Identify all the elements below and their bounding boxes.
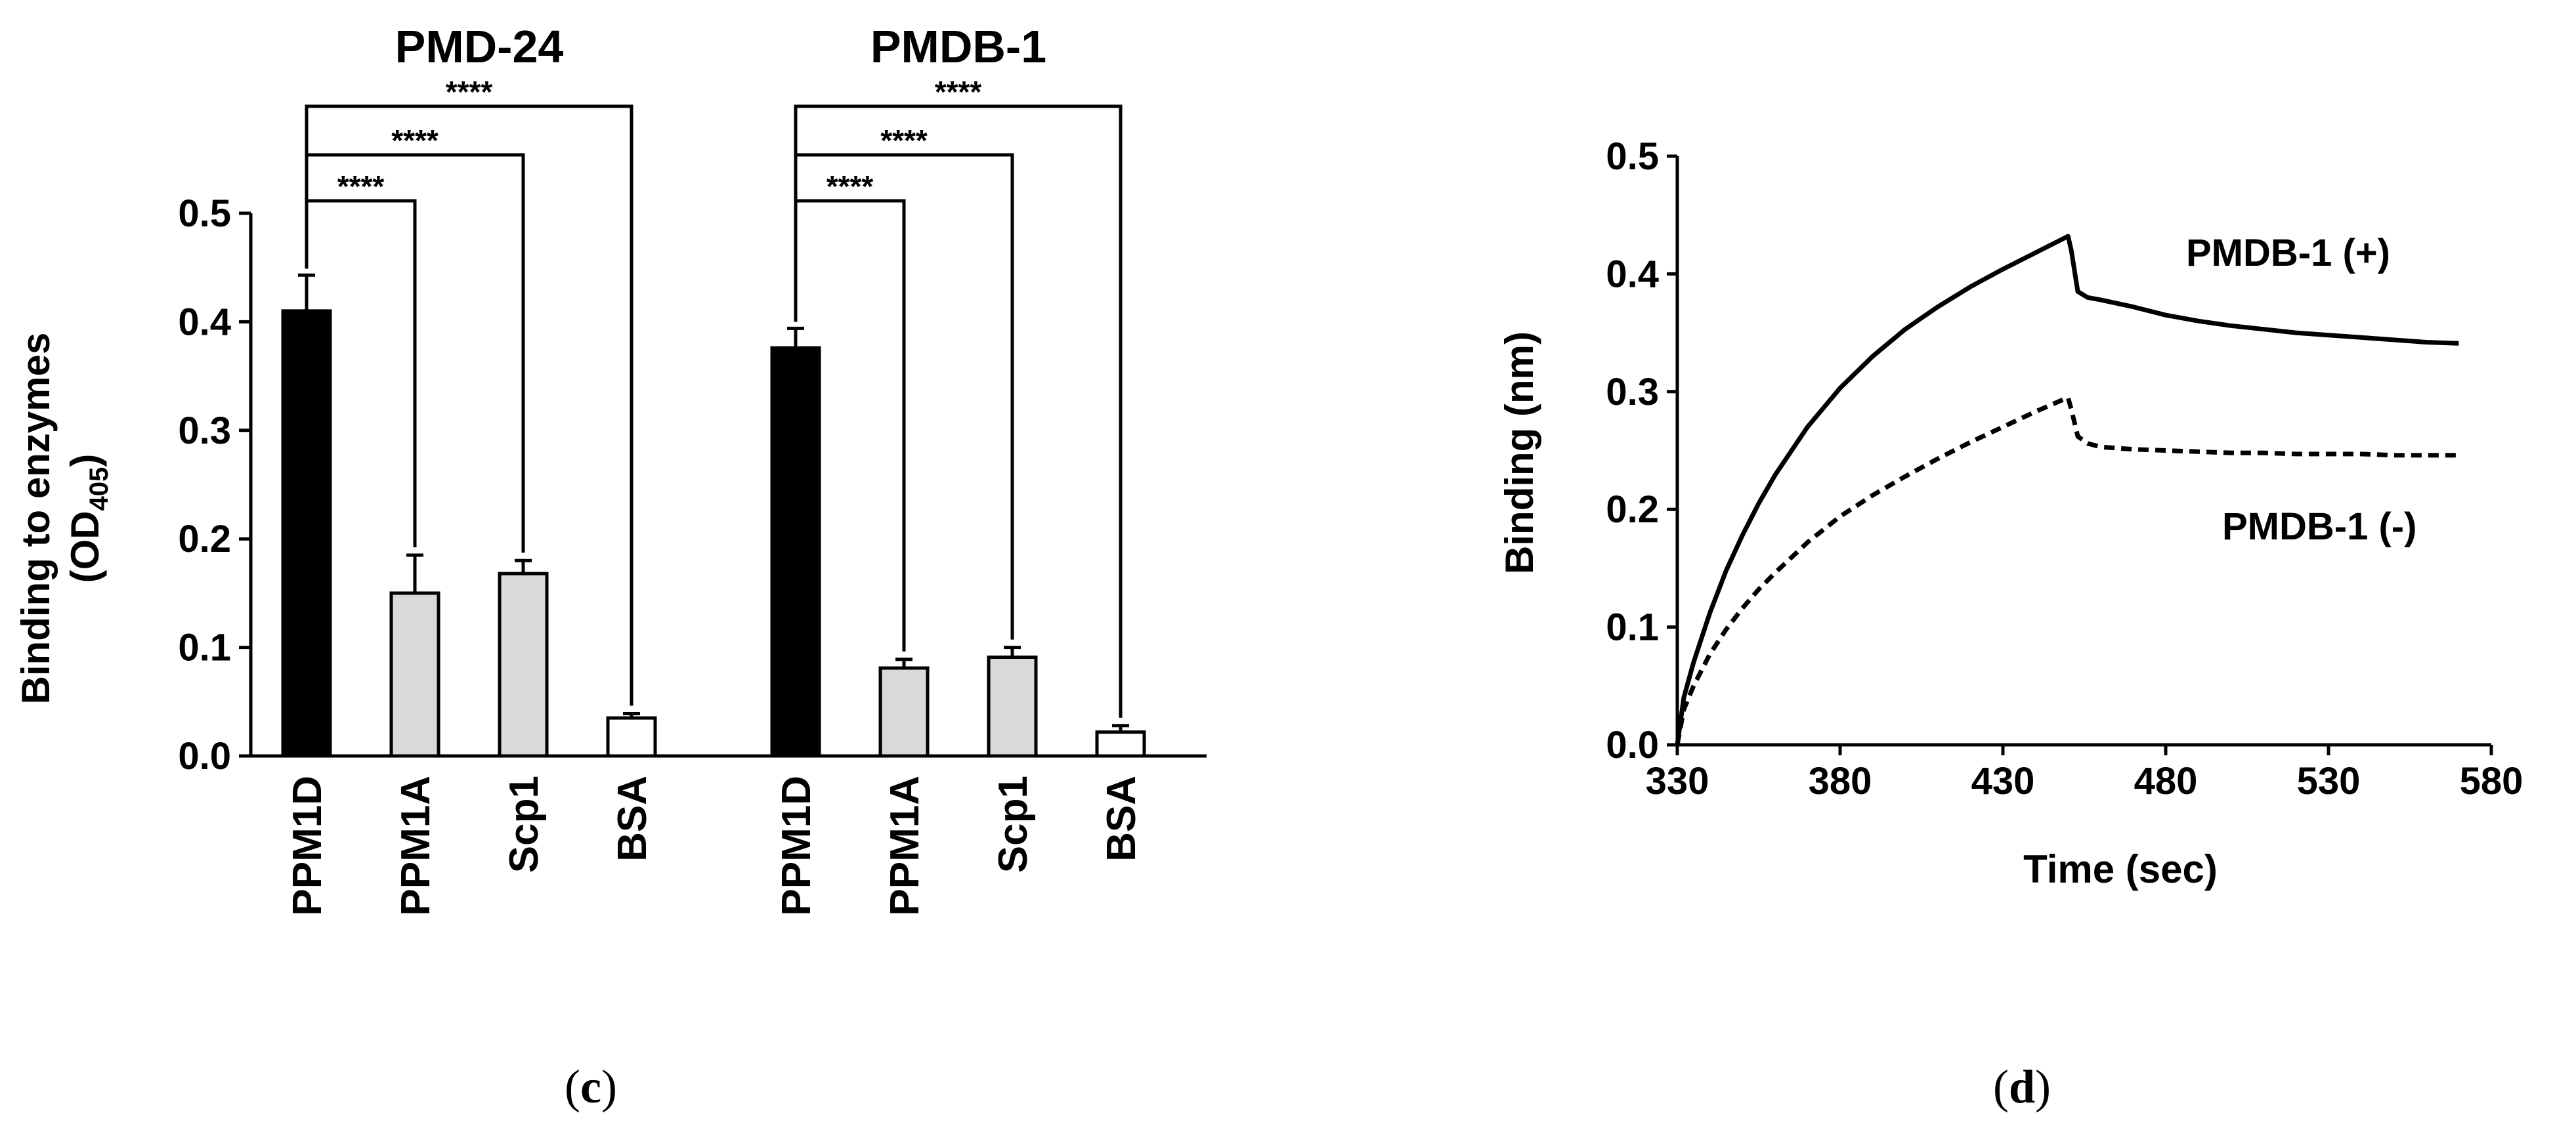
bar bbox=[878, 666, 930, 758]
bar bbox=[389, 591, 440, 758]
category-label: Scp1 bbox=[991, 776, 1036, 873]
bar-axes: 0.0 0.1 0.2 0.3 0.4 0.5 bbox=[178, 192, 1207, 778]
svg-text:(OD405): (OD405) bbox=[63, 454, 114, 583]
line-y-tick-label: 0.4 bbox=[1606, 253, 1659, 295]
significance-label: **** bbox=[391, 123, 439, 157]
group-title-2: PMDB-1 bbox=[870, 21, 1046, 72]
panel-caption-c: (c) bbox=[565, 1060, 617, 1113]
bar bbox=[770, 346, 821, 758]
category-label: PPM1A bbox=[393, 776, 439, 916]
significance-label: **** bbox=[337, 169, 385, 203]
group-title-1: PMD-24 bbox=[395, 21, 564, 72]
category-label: PPM1A bbox=[882, 776, 928, 916]
panel-caption-d: (d) bbox=[1993, 1060, 2051, 1113]
significance-label: **** bbox=[826, 169, 874, 203]
line-y-tick-label: 0.2 bbox=[1606, 488, 1659, 531]
bar-series bbox=[281, 273, 1146, 758]
line-x-tick-label: 430 bbox=[1971, 760, 2035, 803]
series-line-plus bbox=[1675, 234, 2459, 745]
significance-label: **** bbox=[446, 75, 493, 109]
bar bbox=[498, 572, 549, 758]
significance-label: **** bbox=[935, 75, 982, 109]
significance-label: **** bbox=[880, 123, 928, 157]
line-x-tick-label: 330 bbox=[1646, 760, 1709, 803]
line-axes: 0.0 0.1 0.2 0.3 0.4 0.5 330 380 430 480 530 580 bbox=[1606, 135, 2523, 803]
line-x-tick-label: 580 bbox=[2460, 760, 2523, 803]
line-x-tick-label: 380 bbox=[1809, 760, 1872, 803]
bar-y-tick-label: 0.5 bbox=[178, 192, 231, 235]
line-chart-panel: Binding (nm) Time (sec) 0.00.10.20.30.40… bbox=[1497, 135, 2523, 1113]
line-x-tick-label: 530 bbox=[2297, 760, 2361, 803]
bar-y-tick-label: 0.1 bbox=[178, 627, 231, 669]
category-label: BSA bbox=[610, 776, 655, 862]
bar-y-tick-label: 0.4 bbox=[178, 301, 231, 343]
bar-y-tick-label: 0.2 bbox=[178, 518, 231, 560]
line-y-tick-label: 0.3 bbox=[1606, 371, 1659, 413]
category-label: PPM1D bbox=[774, 776, 819, 916]
line-y-tick-label: 0.0 bbox=[1606, 724, 1659, 766]
bar-y-tick-label: 0.0 bbox=[178, 735, 231, 778]
significance-bracket bbox=[794, 104, 1123, 718]
bar-chart-panel: PMD-24 PMDB-1 Binding to enzymes (OD405)… bbox=[14, 21, 1207, 1113]
bar bbox=[606, 716, 657, 758]
line-y-axis-label: Binding (nm) bbox=[1497, 331, 1541, 574]
bar-y-axis-label: Binding to enzymes (OD405) bbox=[14, 333, 114, 705]
bar bbox=[1095, 730, 1146, 758]
svg-text:Binding to enzymes: Binding to enzymes bbox=[14, 333, 58, 705]
category-label: BSA bbox=[1099, 776, 1144, 862]
category-labels: PPM1D PPM1A Scp1 BSA PPM1D PPM1A Scp1 BSA bbox=[285, 776, 1144, 916]
line-x-tick-label: 480 bbox=[2134, 760, 2198, 803]
significance-brackets: ************************ bbox=[305, 75, 1123, 718]
bar bbox=[281, 309, 332, 758]
category-label: PPM1D bbox=[285, 776, 330, 916]
series-line-minus bbox=[1675, 395, 2459, 745]
line-series bbox=[1675, 234, 2459, 745]
line-y-tick-label: 0.1 bbox=[1606, 606, 1659, 649]
significance-bracket bbox=[305, 104, 633, 706]
bar-y-tick-label: 0.3 bbox=[178, 409, 231, 452]
series-label-minus: PMDB-1 (-) bbox=[2222, 505, 2416, 548]
bar bbox=[987, 655, 1038, 758]
category-label: Scp1 bbox=[502, 776, 547, 873]
series-label-plus: PMDB-1 (+) bbox=[2186, 232, 2390, 274]
line-x-axis-label: Time (sec) bbox=[2023, 847, 2218, 891]
line-y-tick-label: 0.5 bbox=[1606, 135, 1659, 178]
